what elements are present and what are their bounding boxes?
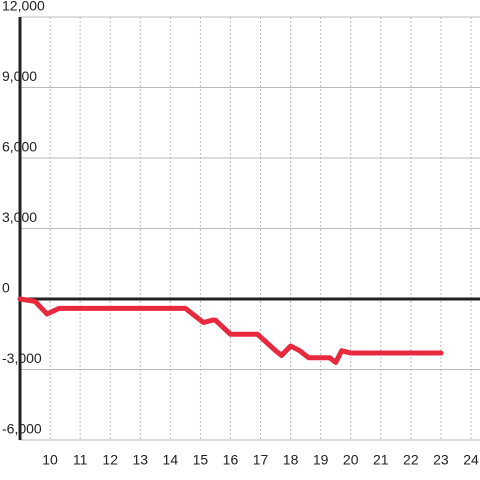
x-tick-label: 17 xyxy=(253,452,269,468)
x-tick-label: 22 xyxy=(403,452,419,468)
x-tick-label: 20 xyxy=(343,452,359,468)
x-tick-label: 13 xyxy=(132,452,148,468)
data-line xyxy=(17,296,444,365)
x-tick-label: 14 xyxy=(163,452,179,468)
x-tick-label: 21 xyxy=(373,452,389,468)
x-tick-label: 12 xyxy=(102,452,118,468)
y-tick-label: -6,000 xyxy=(2,421,42,437)
x-tick-label: 19 xyxy=(313,452,329,468)
x-tick-label: 10 xyxy=(42,452,58,468)
x-tick-label: 23 xyxy=(433,452,449,468)
x-tick-label: 16 xyxy=(223,452,239,468)
y-tick-label: -3,000 xyxy=(2,350,42,366)
x-tick-label: 18 xyxy=(283,452,299,468)
x-tick-label: 24 xyxy=(463,452,479,468)
y-tick-label: 12,000 xyxy=(2,0,45,14)
y-tick-label: 0 xyxy=(2,280,10,296)
x-tick-label: 11 xyxy=(73,452,88,468)
x-tick-label: 15 xyxy=(193,452,209,468)
